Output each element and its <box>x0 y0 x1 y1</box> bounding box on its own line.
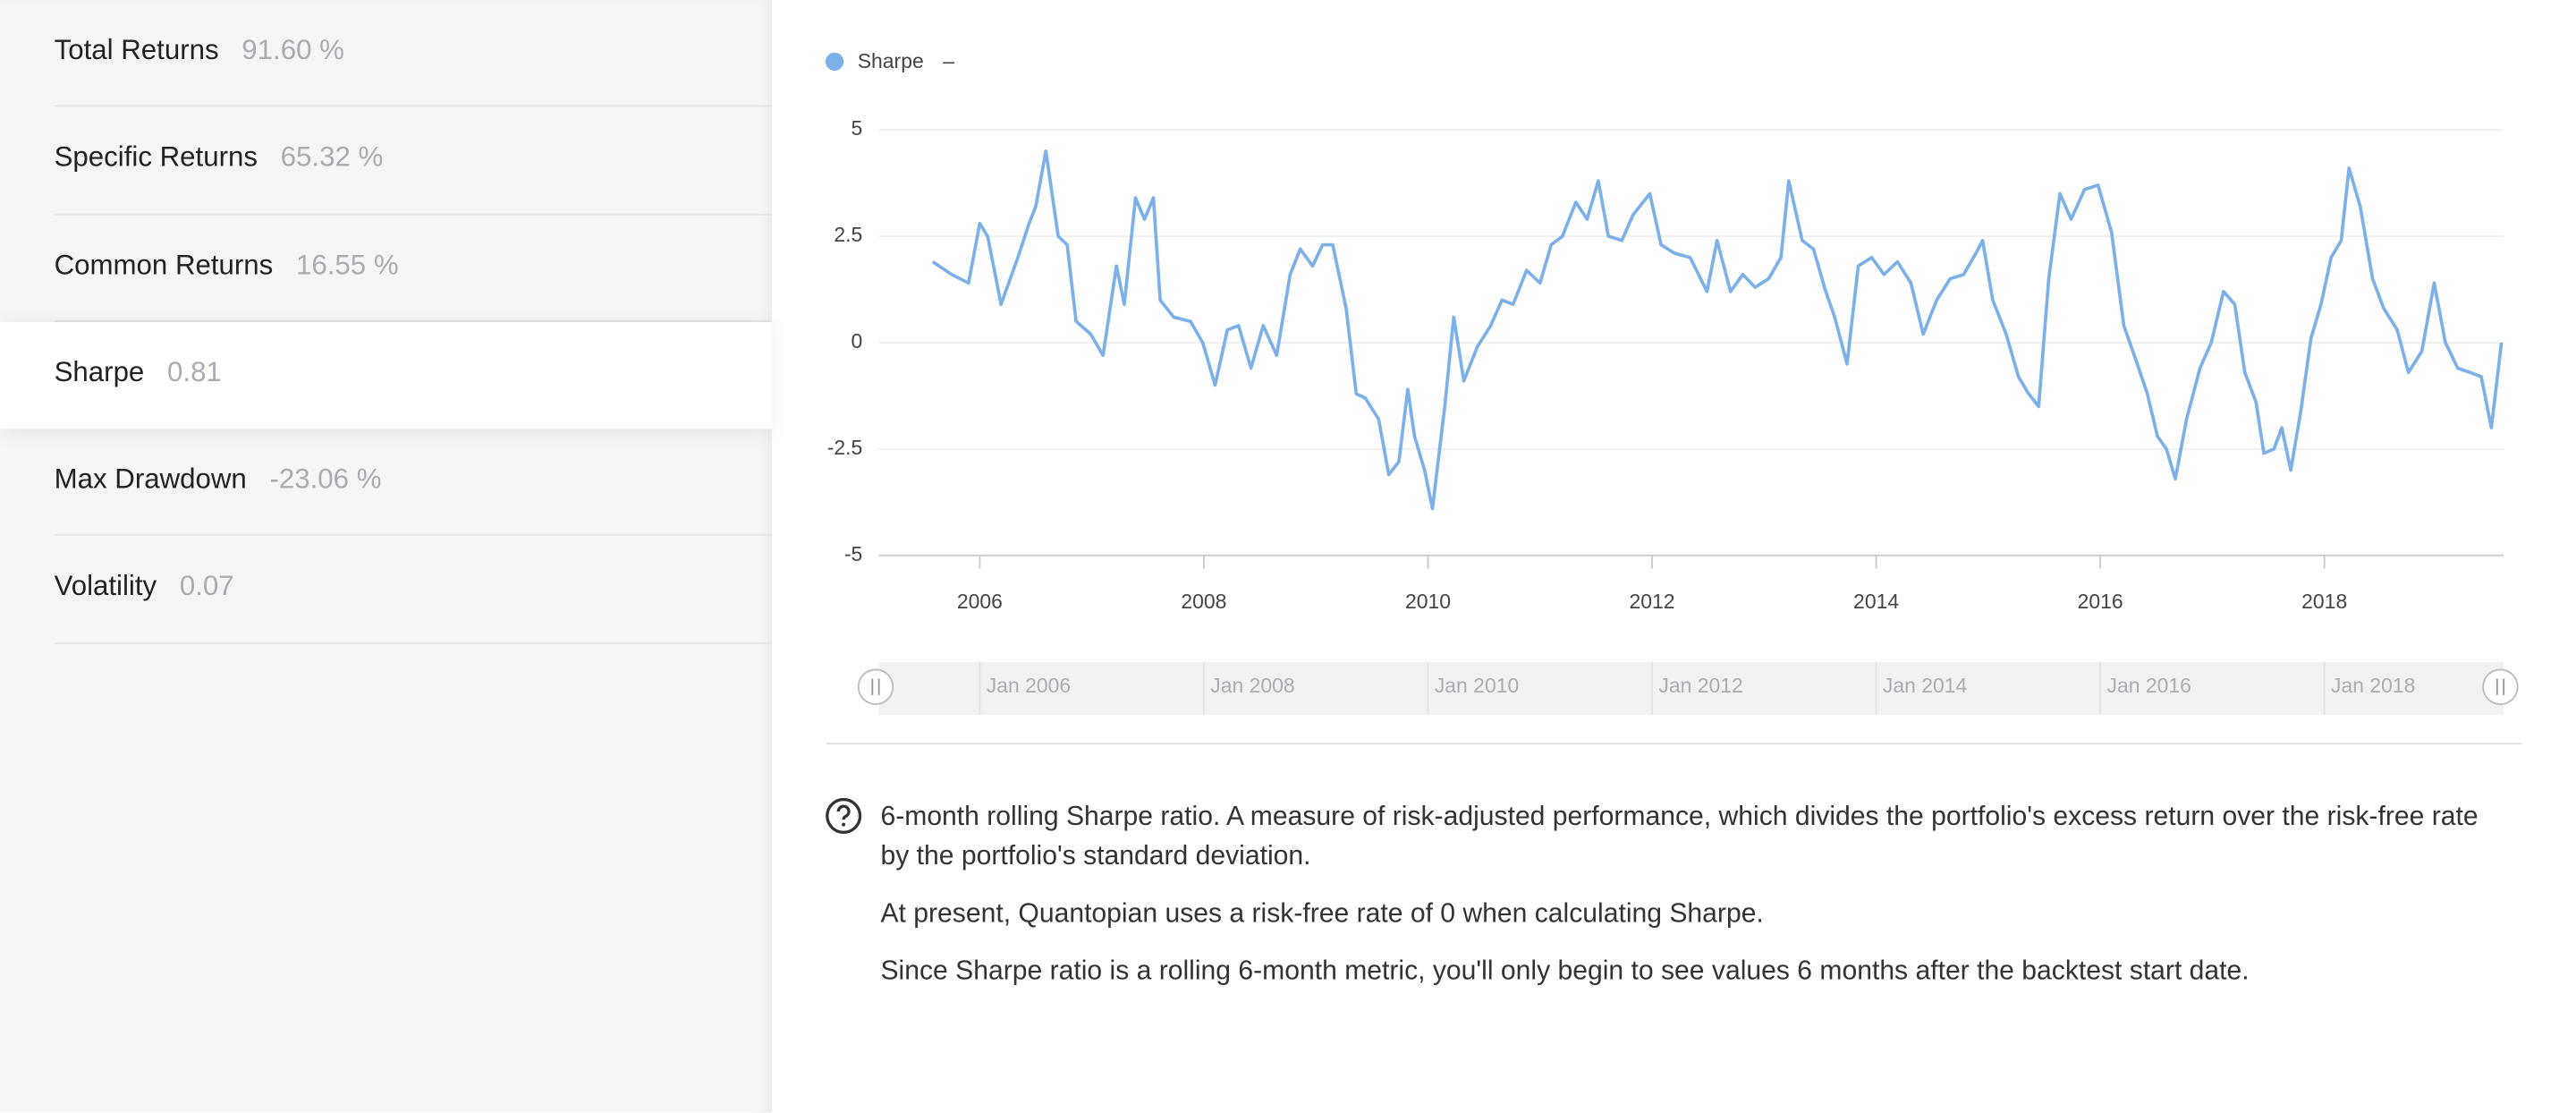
chart: Sharpe – 5 2.5 0 -2.5 -5 2006 2008 2010 2012 2014… <box>825 49 2522 745</box>
navigator-label: Jan 2008 <box>1210 674 1294 697</box>
metric-value: 65.32 % <box>280 141 384 174</box>
x-tick-label: 2010 <box>1405 590 1451 613</box>
metric-label: Max Drawdown <box>54 463 247 496</box>
y-tick-label: 5 <box>852 116 863 140</box>
navigator-label: Jan 2016 <box>2106 674 2190 697</box>
metric-value: -23.06 % <box>269 463 382 496</box>
x-tick-label: 2018 <box>2301 590 2347 613</box>
x-tick-label: 2014 <box>1853 590 1899 613</box>
metric-row[interactable]: Max Drawdown -23.06 % <box>0 429 773 538</box>
metric-label: Sharpe <box>54 356 145 388</box>
help-paragraph: Since Sharpe ratio is a rolling 6-month … <box>880 956 2250 987</box>
metric-value: 0.81 <box>167 356 222 388</box>
navigator-label: Jan 2012 <box>1658 674 1742 697</box>
navigator-handle[interactable] <box>2482 668 2519 705</box>
help-text: 6-month rolling Sharpe ratio. A measure … <box>880 797 2506 1009</box>
metric-value: 0.07 <box>179 571 234 603</box>
metric-list: Total Returns 91.60 % Specific Returns 65.3… <box>0 0 773 1113</box>
x-tick-label: 2012 <box>1630 590 1675 613</box>
metric-label: Common Returns <box>54 249 274 281</box>
metric-row[interactable]: Common Returns 16.55 % <box>0 215 773 323</box>
metric-label: Specific Returns <box>54 141 258 174</box>
metric-label: Volatility <box>54 571 157 603</box>
metric-row[interactable]: Specific Returns 65.32 % <box>0 107 773 216</box>
y-tick-label: -2.5 <box>827 436 863 459</box>
y-tick-label: 0 <box>852 329 863 353</box>
legend-marker <box>825 52 844 71</box>
metric-value: 16.55 % <box>296 249 399 281</box>
metric-label: Total Returns <box>54 34 219 66</box>
metric-row[interactable]: Volatility 0.07 <box>0 537 773 645</box>
y-tick-label: 2.5 <box>834 223 862 246</box>
help-paragraph: 6-month rolling Sharpe ratio. A measure … <box>880 802 2479 871</box>
legend-value: – <box>943 49 954 72</box>
y-tick-label: -5 <box>844 542 862 565</box>
navigator-handle[interactable] <box>857 668 894 705</box>
series-line <box>931 149 2504 511</box>
navigator-track <box>878 662 2504 715</box>
x-tick-label: 2006 <box>957 590 1003 613</box>
metric-row[interactable]: Total Returns 91.60 % <box>0 0 773 108</box>
x-tick-label: 2016 <box>2078 590 2123 613</box>
navigator-label: Jan 2014 <box>1883 674 1968 697</box>
metric-row[interactable]: Sharpe 0.81 <box>0 321 773 429</box>
navigator-label: Jan 2018 <box>2331 674 2415 697</box>
help-icon[interactable] <box>825 797 864 837</box>
navigator-label: Jan 2010 <box>1435 674 1519 697</box>
navigator-label: Jan 2006 <box>987 674 1071 697</box>
legend-label[interactable]: Sharpe <box>858 49 924 72</box>
metric-value: 91.60 % <box>242 34 344 66</box>
x-tick-label: 2008 <box>1181 590 1226 613</box>
help-paragraph: At present, Quantopian uses a risk-free … <box>880 898 1764 929</box>
